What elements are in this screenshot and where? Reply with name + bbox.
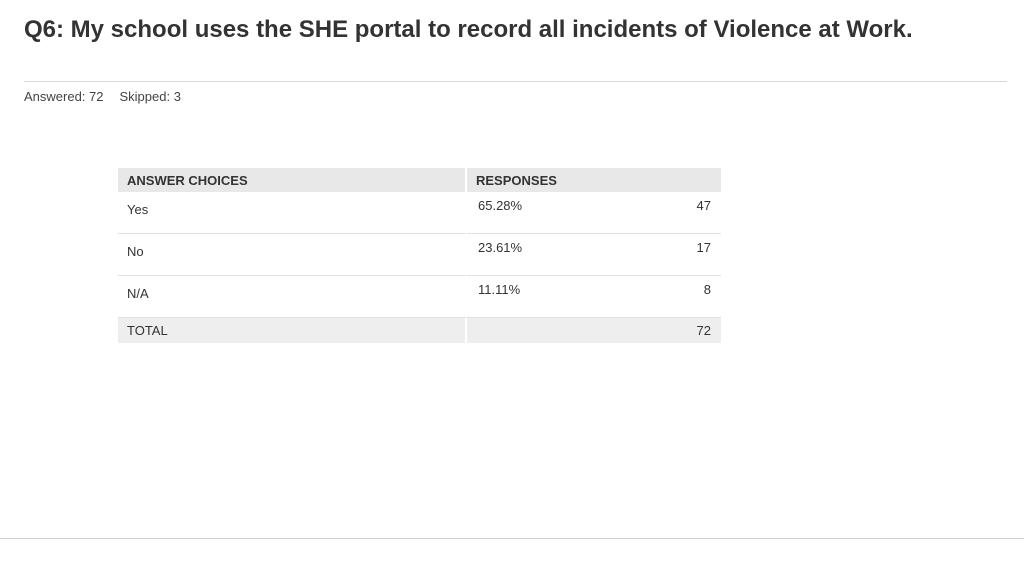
answered-count: Answered: 72: [24, 89, 104, 104]
footer-divider: [0, 538, 1024, 539]
response-percent: 65.28%: [478, 198, 523, 213]
response-count: 8: [703, 282, 711, 297]
total-row: TOTAL 72: [118, 318, 721, 343]
choice-label: N/A: [118, 276, 467, 318]
table-row: Yes 65.28% 47: [118, 192, 721, 234]
total-count: 72: [467, 318, 721, 343]
response-stats: Answered: 72 Skipped: 3: [24, 89, 181, 104]
question-title: Q6: My school uses the SHE portal to rec…: [24, 16, 913, 43]
total-label: TOTAL: [118, 318, 467, 343]
table-header-row: ANSWER CHOICES RESPONSES: [118, 168, 721, 192]
skipped-count: Skipped: 3: [119, 89, 181, 104]
response-cell: 23.61% 17: [467, 234, 721, 276]
response-count: 47: [696, 198, 711, 213]
response-percent: 11.11%: [478, 282, 521, 297]
response-percent: 23.61%: [478, 240, 523, 255]
response-count: 17: [696, 240, 711, 255]
header-responses: RESPONSES: [467, 168, 721, 192]
table-row: No 23.61% 17: [118, 234, 721, 276]
table-row: N/A 11.11% 8: [118, 276, 721, 318]
header-answer-choices: ANSWER CHOICES: [118, 168, 467, 192]
title-divider: [24, 81, 1007, 82]
results-table: ANSWER CHOICES RESPONSES Yes 65.28% 47 N…: [118, 168, 721, 343]
response-cell: 11.11% 8: [467, 276, 721, 318]
choice-label: Yes: [118, 192, 467, 234]
response-cell: 65.28% 47: [467, 192, 721, 234]
choice-label: No: [118, 234, 467, 276]
